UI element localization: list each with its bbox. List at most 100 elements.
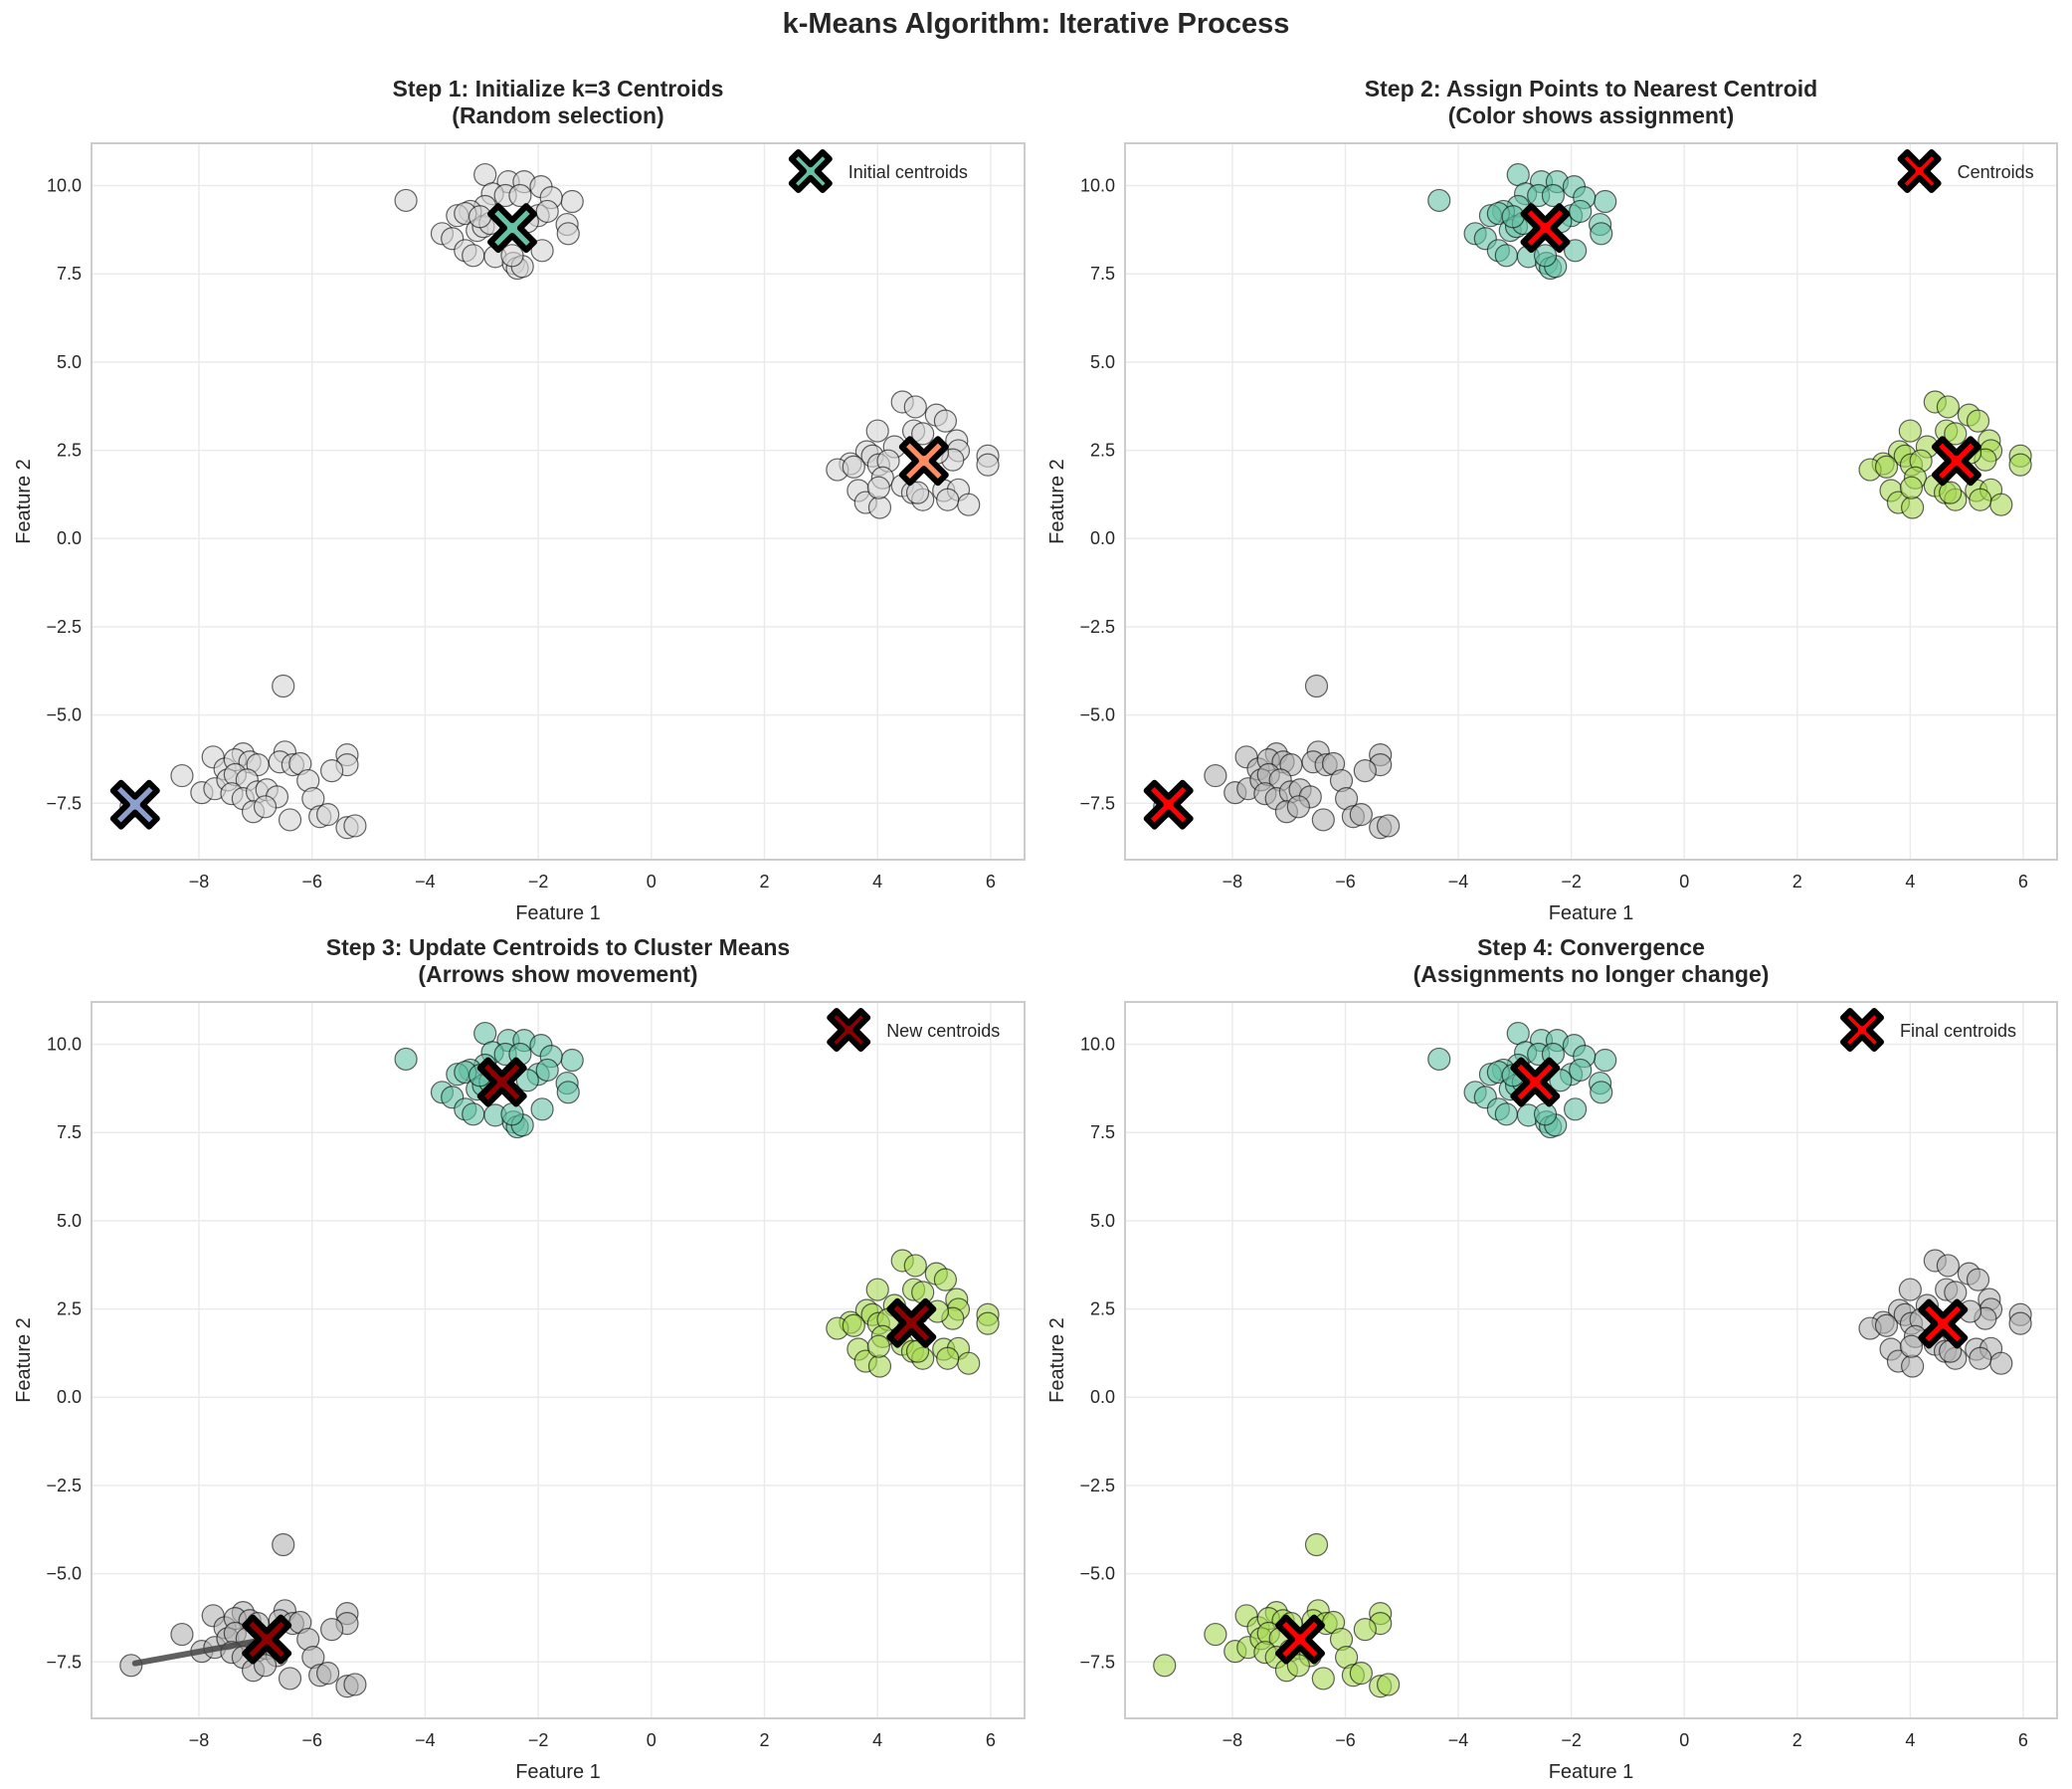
data-point-cluster-c: [343, 814, 367, 838]
grid-lines: [1125, 143, 2057, 860]
legend-centroid-icon: [1897, 149, 1942, 193]
data-point-cluster-c: [1353, 1618, 1377, 1642]
y-tick-label: −2.5: [1079, 617, 1115, 637]
data-point-cluster-b: [1899, 1334, 1924, 1358]
data-point-cluster-c: [1377, 1673, 1401, 1696]
subplot-title: Step 3: Update Centroids to Cluster Mean…: [326, 934, 790, 960]
data-point-cluster-b: [957, 1351, 981, 1375]
data-point-cluster-b: [866, 1334, 890, 1358]
centroid-marker: [1520, 203, 1571, 254]
data-point-cluster-b: [1969, 1346, 1992, 1370]
data-point-cluster-a: [556, 1081, 580, 1104]
data-point-cluster-b: [903, 1254, 927, 1278]
x-tick-label: −8: [1223, 872, 1243, 892]
legend-label: Initial centroids: [848, 162, 968, 182]
data-point-cluster-c: [1349, 1662, 1373, 1686]
y-tick-label: 5.0: [1090, 352, 1115, 372]
data-point-cluster-c: [253, 795, 278, 819]
data-point-cluster-c: [320, 759, 344, 783]
y-tick-label: 0.0: [57, 1387, 82, 1407]
y-tick-label: 5.0: [1090, 1211, 1115, 1231]
subplot-title: Step 4: Convergence: [1477, 934, 1705, 960]
data-point-cluster-b: [905, 481, 930, 504]
centroid-marker: [886, 1297, 937, 1348]
x-tick-label: −4: [1448, 872, 1469, 892]
data-point-cluster-c: [1204, 1622, 1227, 1647]
data-point-cluster-c: [1349, 803, 1373, 827]
data-point-cluster-b: [933, 409, 958, 433]
axes-frame: [91, 142, 1026, 861]
legend-centroid-icon: [1840, 1008, 1884, 1052]
subplot-step-1: Step 1: Initialize k=3 Centroids(Random …: [13, 76, 1026, 924]
x-tick-label: 2: [759, 872, 769, 892]
data-point-cluster-c: [1311, 1667, 1335, 1690]
x-tick-label: −8: [189, 872, 210, 892]
x-axis-label: Feature 1: [1549, 902, 1634, 924]
data-point-cluster-a: [394, 188, 418, 213]
x-tick-label: −6: [301, 872, 322, 892]
data-point-cluster-b: [842, 455, 865, 479]
x-tick-label: −6: [1335, 1730, 1356, 1750]
x-tick-label: 4: [1905, 1730, 1915, 1750]
data-point-cluster-a: [1494, 1102, 1518, 1126]
data-point-cluster-a: [1590, 1081, 1613, 1104]
data-point-cluster-a: [1501, 205, 1525, 229]
x-tick-label: −2: [528, 1730, 549, 1750]
figure-title: k-Means Algorithm: Iterative Process: [782, 8, 1290, 40]
x-tick-label: −2: [1561, 872, 1582, 892]
data-point-cluster-b: [867, 1354, 892, 1378]
data-point-cluster-b: [933, 1268, 958, 1292]
data-point-cluster-a: [515, 1069, 539, 1093]
x-tick-label: −2: [528, 872, 549, 892]
x-tick-label: 4: [872, 1730, 882, 1750]
y-tick-label: 5.0: [57, 1211, 82, 1231]
data-point-cluster-b: [866, 476, 890, 499]
data-point-cluster-c: [272, 1532, 295, 1557]
centroid-marker: [109, 779, 160, 830]
data-point-cluster-b: [903, 395, 927, 419]
data-point-cluster-b: [1901, 496, 1925, 519]
legend: Final centroids: [1840, 1008, 2016, 1052]
y-tick-label: −2.5: [46, 1476, 82, 1495]
data-point-cluster-a: [508, 183, 532, 208]
legend-label: New centroids: [886, 1021, 1000, 1041]
data-point-cluster-c: [343, 1673, 367, 1696]
subplot-step-4: Step 4: Convergence(Assignments no longe…: [1046, 934, 2058, 1783]
data-point-cluster-a: [560, 189, 584, 214]
y-tick-label: 2.5: [1090, 1299, 1115, 1319]
x-tick-label: 0: [647, 872, 657, 892]
y-tick-label: −5.0: [1079, 705, 1115, 725]
x-tick-label: 6: [986, 1730, 996, 1750]
x-axis-label: Feature 1: [515, 1761, 601, 1783]
y-axis-label: Feature 2: [13, 459, 35, 544]
y-tick-label: 7.5: [1090, 264, 1115, 284]
y-tick-label: 10.0: [47, 1035, 82, 1055]
subplot-subtitle: (Arrows show movement): [418, 961, 697, 987]
y-tick-label: 10.0: [1080, 176, 1115, 196]
data-point-cluster-a: [468, 205, 492, 229]
data-point-cluster-a: [1569, 199, 1593, 224]
y-tick-label: 7.5: [57, 264, 82, 284]
data-point-cluster-c: [170, 763, 194, 788]
y-tick-label: 2.5: [57, 441, 82, 461]
y-tick-label: 7.5: [57, 1122, 82, 1142]
x-tick-label: 0: [647, 1730, 657, 1750]
x-tick-label: −8: [1223, 1730, 1243, 1750]
data-point-cluster-b: [2008, 453, 2032, 477]
data-point-cluster-c: [170, 1622, 194, 1647]
plot-area: [1143, 162, 2032, 840]
legend-label: Centroids: [1958, 162, 2034, 182]
data-point-cluster-b: [1966, 409, 1990, 433]
legend: Centroids: [1897, 149, 2034, 193]
data-point-cluster-a: [556, 222, 580, 246]
y-tick-label: −7.5: [1079, 1652, 1115, 1672]
y-tick-label: −7.5: [1079, 793, 1115, 813]
y-tick-label: 0.0: [1090, 1387, 1115, 1407]
axes-frame: [1124, 1001, 2058, 1719]
legend: Initial centroids: [788, 149, 968, 193]
y-tick-label: 7.5: [1090, 1122, 1115, 1142]
data-point-cluster-b: [1936, 1254, 1960, 1278]
plot-area: [109, 162, 1000, 840]
data-point-cluster-a: [1533, 244, 1558, 268]
data-point-cluster-b: [1898, 1278, 1922, 1301]
